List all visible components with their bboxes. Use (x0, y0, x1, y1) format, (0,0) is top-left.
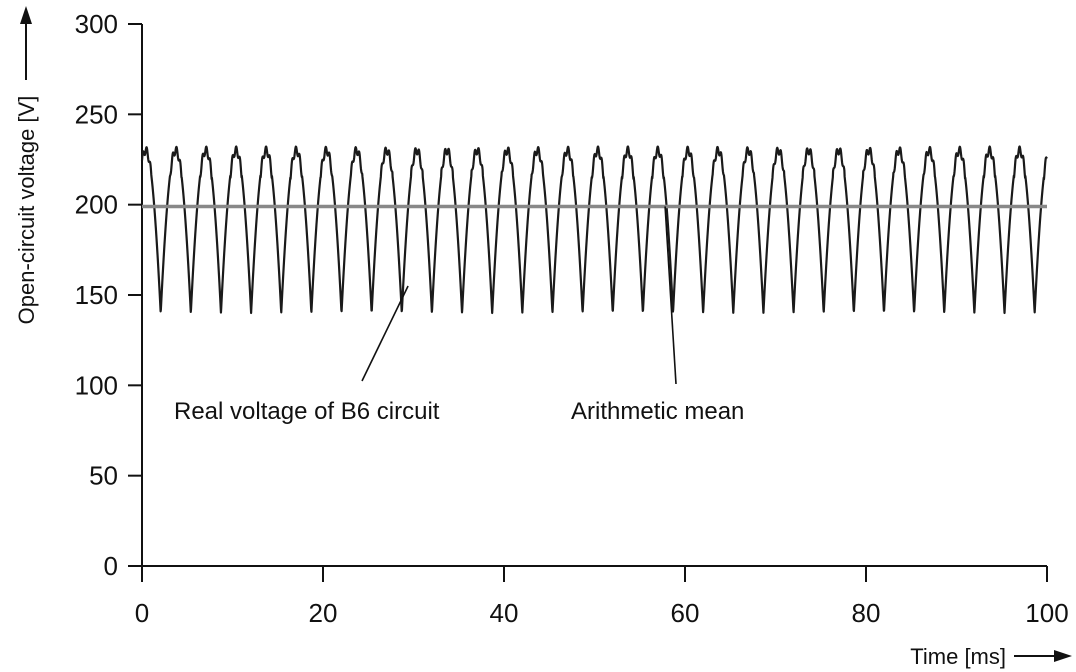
annotation-layer: Real voltage of B6 circuit Arithmetic mea… (174, 206, 744, 425)
y-tick-label: 50 (89, 461, 118, 491)
x-tick-label: 40 (490, 598, 519, 628)
x-axis-title: Time [ms] (910, 644, 1006, 669)
series-layer (140, 145, 1048, 315)
y-tick-label: 100 (75, 370, 118, 400)
x-tick-label: 60 (671, 598, 700, 628)
annotation-leader-line (361, 285, 409, 382)
ticks: 0 50 100 150 200 250 300 0 20 40 60 80 100 (75, 9, 1069, 628)
axes (141, 24, 1047, 567)
y-tick-label: 250 (75, 99, 118, 129)
x-axis-arrow-icon (1054, 650, 1072, 662)
y-tick-label: 150 (75, 280, 118, 310)
y-tick-label: 200 (75, 190, 118, 220)
x-axis-title-group: Time [ms] (910, 644, 1072, 669)
series-line-real-voltage (140, 145, 1048, 315)
y-axis-title: Open-circuit voltage [V] (14, 96, 39, 325)
x-tick-label: 0 (135, 598, 149, 628)
x-tick-label: 20 (309, 598, 338, 628)
annotation-label: Arithmetic mean (571, 398, 744, 425)
annotation-label: Real voltage of B6 circuit (174, 398, 440, 425)
annotation-leader-line (664, 206, 677, 385)
y-tick-label: 300 (75, 9, 118, 39)
x-tick-label: 100 (1025, 598, 1068, 628)
y-axis-title-group: Open-circuit voltage [V] (14, 6, 39, 324)
x-tick-label: 80 (852, 598, 881, 628)
y-tick-label: 0 (104, 551, 118, 581)
y-axis-arrow-icon (20, 6, 32, 24)
